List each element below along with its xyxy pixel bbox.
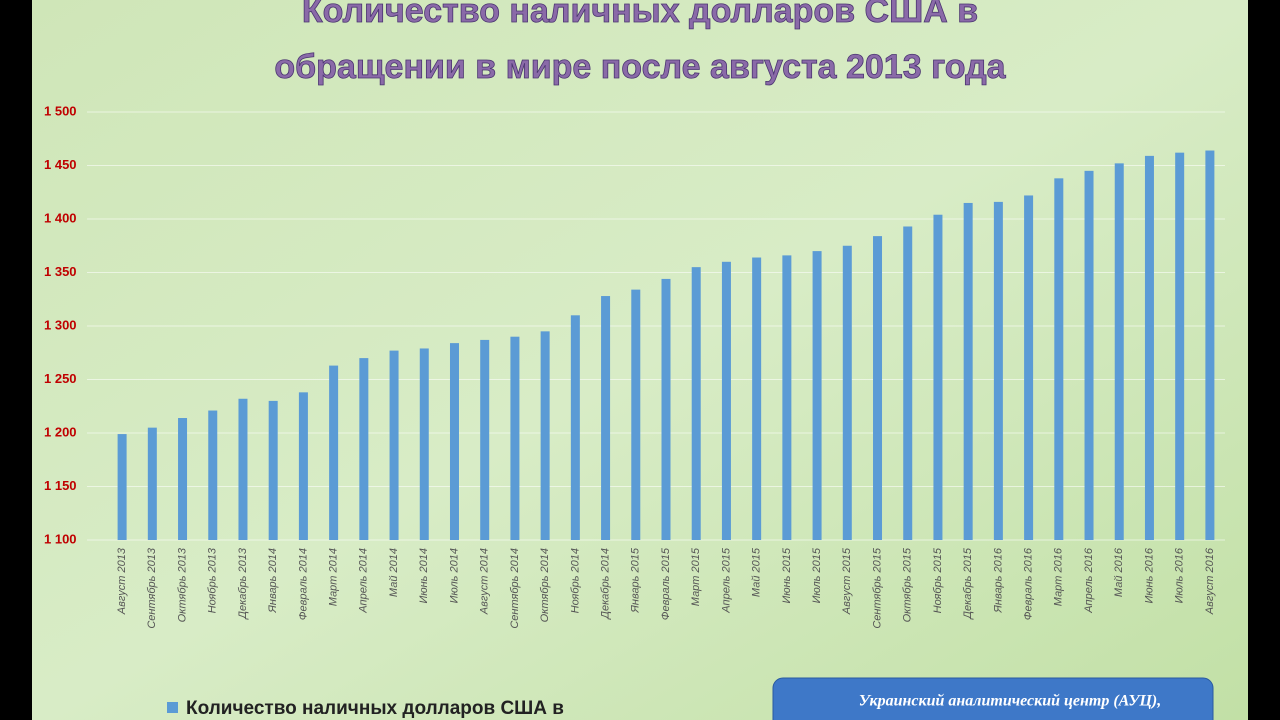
x-tick-label: Декабрь 2015 [962,547,974,621]
x-tick-label: Май 2014 [388,548,400,597]
y-tick-label: 1 250 [44,371,77,386]
bar [963,202,973,540]
x-tick-label: Январь 2014 [267,548,279,614]
bar [1114,163,1124,541]
x-tick-label: Октябрь 2014 [539,548,551,622]
bar [449,343,459,540]
x-tick-label: Август 2014 [479,548,491,615]
x-tick-label: Июнь 2016 [1143,547,1155,603]
x-tick-label: Октябрь 2015 [902,547,914,622]
bar [1205,150,1215,540]
x-tick-label: Ноябрь 2013 [207,547,219,613]
bar [903,226,913,541]
bar [419,348,429,540]
bar [117,434,127,540]
bar [691,267,701,540]
x-tick-label: Август 2016 [1204,547,1216,615]
x-tick-label: Октябрь 2013 [176,547,188,622]
x-tick-label: Сентябрь 2015 [871,547,883,629]
x-tick-label: Сентябрь 2014 [509,548,521,629]
bar [1175,152,1185,540]
y-tick-label: 1 450 [44,157,77,172]
bar [1144,155,1154,540]
x-tick-label: Июнь 2014 [418,548,430,604]
bar [329,365,339,540]
bar [238,398,248,540]
bar [661,278,671,540]
x-tick-label: Июль 2016 [1174,547,1186,603]
bar [993,201,1003,540]
x-tick-label: Июль 2015 [811,547,823,603]
bar [510,336,520,540]
x-tick-label: Июнь 2015 [781,547,793,603]
y-tick-label: 1 400 [44,210,77,225]
x-tick-label: Ноябрь 2014 [569,548,581,613]
x-tick-label: Апрель 2015 [720,547,732,614]
y-tick-label: 1 350 [44,264,77,279]
x-tick-label: Май 2015 [751,547,763,597]
source: Украинский аналитический центр (АУЦ), [859,693,1162,710]
bar [1024,195,1034,540]
bar [782,255,792,540]
bar [842,245,852,540]
x-tick-label: Февраль 2014 [297,548,309,620]
x-tick-label: Сентябрь 2013 [146,547,158,629]
legend-label: Количество наличных долларов США в [186,698,564,719]
y-tick-label: 1 300 [44,317,77,332]
bar [601,296,611,540]
source-box [772,677,1214,720]
bar [752,257,762,540]
bar [570,315,580,540]
x-tick-label: Февраль 2016 [1023,547,1035,620]
y-tick-label: 1 100 [44,531,77,546]
x-tick-label: Март 2016 [1053,547,1065,606]
chart-title: Количество наличных долларов США в [302,0,978,30]
bar [359,358,369,540]
bar [1084,170,1094,540]
bar [1054,178,1064,540]
y-tick-label: 1 200 [44,424,77,439]
bar [873,236,883,540]
x-tick-label: Март 2015 [690,547,702,606]
y-tick-label: 1 500 [44,103,77,118]
bar [721,261,731,540]
x-tick-label: Декабрь 2014 [599,548,611,621]
x-tick-label: Декабрь 2013 [237,547,249,621]
legend-swatch [167,702,178,713]
bar [812,251,822,540]
bar [480,339,490,540]
x-tick-label: Январь 2015 [630,547,642,613]
bar [540,331,550,540]
bar [208,410,218,540]
y-tick-label: 1 150 [44,478,77,493]
x-tick-label: Март 2014 [328,548,340,606]
bar [147,427,157,540]
bar [298,392,308,540]
x-tick-label: Август 2015 [841,547,853,615]
x-tick-label: Апрель 2016 [1083,547,1095,614]
chart-title: обращении в мире после августа 2013 года [274,48,1006,86]
bar [178,418,188,540]
bar [933,214,943,540]
x-tick-label: Август 2013 [116,547,128,615]
x-tick-label: Январь 2016 [992,547,1004,613]
x-tick-label: Ноябрь 2015 [932,547,944,613]
x-tick-label: Апрель 2014 [358,548,370,614]
x-tick-label: Февраль 2015 [660,547,672,620]
bar [389,350,399,540]
bar [631,289,641,540]
x-tick-label: Июль 2014 [448,548,460,603]
x-tick-label: Май 2016 [1113,547,1125,597]
bar [268,400,278,540]
